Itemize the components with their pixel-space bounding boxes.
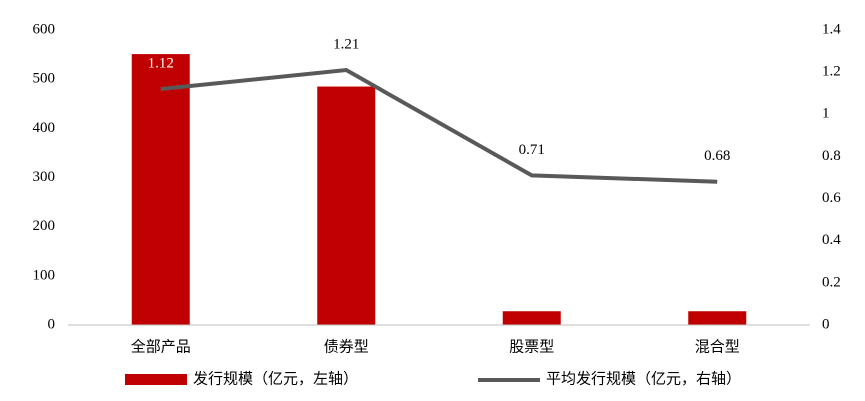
data-label: 1.21 — [333, 36, 359, 52]
data-label: 1.12 — [148, 55, 174, 71]
bar — [131, 54, 190, 325]
x-tick-label: 混合型 — [695, 338, 740, 355]
x-tick-label: 股票型 — [509, 338, 554, 355]
x-tick-label: 全部产品 — [131, 337, 191, 355]
line — [160, 67, 718, 184]
y2-tick-label: 0.8 — [822, 148, 841, 164]
y-tick-label: 300 — [33, 169, 56, 185]
bar — [317, 86, 376, 326]
y2-tick-label: 1.2 — [822, 64, 841, 80]
legend-label: 平均发行规模（亿元，右轴） — [546, 370, 741, 387]
y2-tick-label: 1.4 — [822, 21, 841, 37]
legend-label: 发行规模（亿元，左轴） — [193, 370, 358, 387]
y-tick-label: 400 — [33, 120, 56, 136]
y-tick-label: 100 — [33, 267, 56, 283]
y-tick-label: 600 — [33, 21, 56, 37]
y-tick-label: 0 — [48, 316, 56, 332]
bar — [502, 311, 561, 325]
y2-tick-label: 0.6 — [822, 190, 841, 206]
y2-tick-label: 0 — [822, 316, 830, 332]
y2-tick-label: 0.4 — [822, 232, 841, 248]
y2-tick-label: 1 — [822, 106, 830, 122]
data-label: 0.71 — [519, 142, 545, 158]
legend-swatch — [125, 374, 187, 385]
y-tick-label: 200 — [33, 218, 56, 234]
data-label: 0.68 — [704, 148, 730, 164]
y-tick-label: 500 — [33, 71, 56, 87]
y2-tick-label: 0.2 — [822, 274, 841, 290]
bar — [688, 311, 747, 325]
x-tick-label: 债券型 — [324, 338, 369, 355]
